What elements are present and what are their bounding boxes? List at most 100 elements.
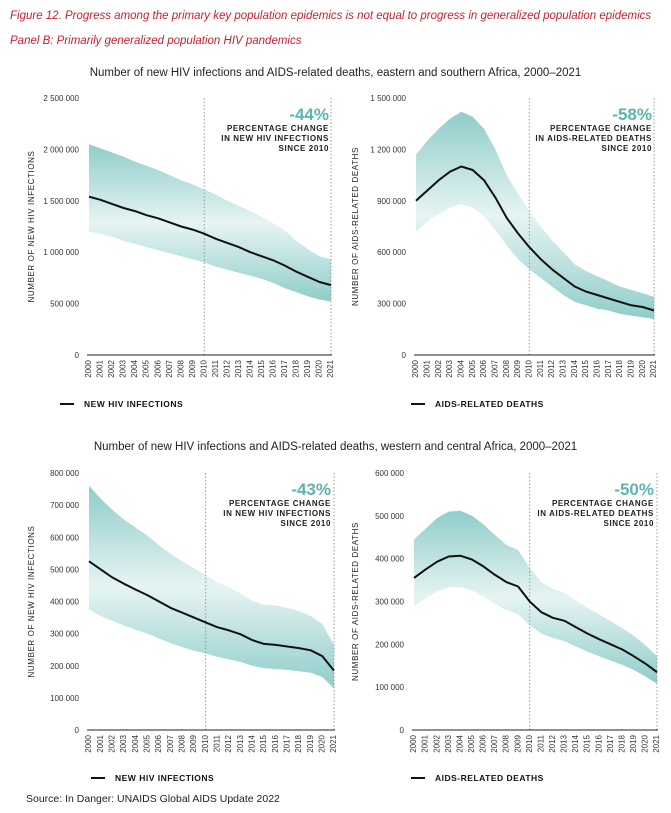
x-tick-label: 2008 <box>176 359 185 377</box>
x-tick-label: 2005 <box>468 359 477 377</box>
x-tick-label: 2021 <box>649 359 658 377</box>
series-line <box>88 560 335 672</box>
chart-wca-infections: 0 100 000 200 000 300 000 400 000 500 000 600 … <box>0 465 338 795</box>
x-tick-label: 2014 <box>571 734 580 752</box>
y-tick-label: 600 000 <box>377 248 406 257</box>
x-tick-label: 2017 <box>282 734 291 752</box>
x-tick-label: 2012 <box>222 359 231 377</box>
x-tick-label: 2021 <box>652 734 661 752</box>
y-tick-label: 1 200 000 <box>370 145 406 154</box>
x-tick-label: 2002 <box>107 734 116 752</box>
x-tick-label: 2009 <box>513 734 522 752</box>
y-tick-label: 300 000 <box>375 598 404 607</box>
annotation-text: SINCE 2010 <box>604 519 654 528</box>
x-tick-label: 2008 <box>502 734 511 752</box>
series-line <box>88 195 332 287</box>
x-tick-label: 2003 <box>445 359 454 377</box>
x-tick-label: 2013 <box>560 734 569 752</box>
x-tick-label: 2004 <box>130 359 139 377</box>
annotation-value: -43% <box>291 480 331 499</box>
y-tick-label: 500 000 <box>50 565 79 574</box>
legend-label: AIDS-RELATED DEATHS <box>435 399 544 409</box>
x-tick-label: 2003 <box>119 359 128 377</box>
x-tick-label: 2004 <box>455 734 464 752</box>
annotation-value: -50% <box>614 480 654 499</box>
chart-esa-infections: 0 500 000 1 000 000 1 500 000 2 000 000 2 500… <box>0 90 335 420</box>
annotation-text: IN NEW HIV INFECTIONS <box>221 134 329 143</box>
x-tick-label: 2012 <box>547 359 556 377</box>
annotation-value: -44% <box>289 105 329 124</box>
x-tick-label: 2000 <box>84 734 93 752</box>
x-tick-label: 2006 <box>479 734 488 752</box>
annotation-text: IN AIDS-RELATED DEATHS <box>537 509 654 518</box>
row-title-esa: Number of new HIV infections and AIDS-re… <box>89 67 582 79</box>
x-tick-label: 2010 <box>199 359 208 377</box>
y-tick-label: 900 000 <box>377 197 406 206</box>
x-tick-label: 2007 <box>166 734 175 752</box>
x-tick-label: 2011 <box>211 359 220 377</box>
legend-label: NEW HIV INFECTIONS <box>115 773 215 783</box>
x-tick-label: 2011 <box>536 734 545 752</box>
legend-esa-infections: NEW HIV INFECTIONS <box>60 399 183 409</box>
x-tick-label: 2021 <box>329 734 338 752</box>
annotation-value: -58% <box>612 105 652 124</box>
y-axis-title: NUMBER OF NEW HIV INFECTIONS <box>27 526 36 678</box>
x-tick-label: 2020 <box>315 359 324 377</box>
x-tick-label: 2000 <box>84 359 93 377</box>
x-tick-label: 2017 <box>604 359 613 377</box>
x-tick-label: 2015 <box>259 734 268 752</box>
x-tick-label: 2014 <box>245 359 254 377</box>
y-tick-label: 0 <box>75 351 80 360</box>
legend-wca-infections: NEW HIV INFECTIONS <box>91 773 214 783</box>
x-tick-label: 2017 <box>606 734 615 752</box>
x-tick-label: 2002 <box>432 734 441 752</box>
annotation-text: SINCE 2010 <box>602 144 652 153</box>
x-tick-label: 2014 <box>570 359 579 377</box>
y-tick-label: 100 000 <box>375 683 404 692</box>
x-tick-label: 2016 <box>271 734 280 752</box>
y-axis-title: NUMBER OF AIDS-RELATED DEATHS <box>351 147 360 306</box>
x-tick-label: 2012 <box>548 734 557 752</box>
y-axis-title: NUMBER OF NEW HIV INFECTIONS <box>27 151 36 303</box>
x-tick-label: 2003 <box>444 734 453 752</box>
x-tick-label: 2018 <box>615 359 624 377</box>
x-tick-label: 2000 <box>409 734 418 752</box>
x-tick-label: 2013 <box>558 359 567 377</box>
x-tick-label: 2014 <box>247 734 256 752</box>
legend-line-swatch <box>411 777 425 779</box>
y-axis-title: NUMBER OF AIDS-RELATED DEATHS <box>351 522 360 681</box>
x-tick-label: 2019 <box>303 359 312 377</box>
panel-subtitle: Panel B: Primarily generalized populatio… <box>10 35 302 47</box>
x-tick-label: 2019 <box>629 734 638 752</box>
legend-label: AIDS-RELATED DEATHS <box>435 773 544 783</box>
x-tick-label: 2000 <box>411 359 420 377</box>
uncertainty-band <box>416 111 654 319</box>
legend-wca-deaths: AIDS-RELATED DEATHS <box>411 773 544 783</box>
x-tick-label: 2018 <box>294 734 303 752</box>
y-tick-label: 1 000 000 <box>43 248 79 257</box>
x-tick-label: 2015 <box>581 359 590 377</box>
y-tick-label: 0 <box>400 726 405 735</box>
uncertainty-band <box>89 485 334 689</box>
x-tick-label: 2013 <box>236 734 245 752</box>
x-tick-label: 2018 <box>617 734 626 752</box>
y-tick-label: 200 000 <box>375 640 404 649</box>
annotation-text: SINCE 2010 <box>281 519 331 528</box>
x-tick-label: 2020 <box>317 734 326 752</box>
annotation-text: PERCENTAGE CHANGE <box>227 124 329 133</box>
x-tick-label: 2009 <box>189 734 198 752</box>
y-tick-label: 600 000 <box>375 469 404 478</box>
y-tick-label: 500 000 <box>375 512 404 521</box>
x-tick-label: 2008 <box>177 734 186 752</box>
x-tick-label: 2001 <box>96 359 105 377</box>
annotation-text: IN NEW HIV INFECTIONS <box>223 509 331 518</box>
x-tick-label: 2018 <box>292 359 301 377</box>
x-tick-label: 2007 <box>490 734 499 752</box>
annotation-text: IN AIDS-RELATED DEATHS <box>535 134 652 143</box>
legend-esa-deaths: AIDS-RELATED DEATHS <box>411 399 544 409</box>
legend-line-swatch <box>60 403 74 405</box>
x-tick-label: 2004 <box>131 734 140 752</box>
x-tick-label: 2012 <box>224 734 233 752</box>
annotation-text: PERCENTAGE CHANGE <box>229 499 331 508</box>
x-tick-label: 2021 <box>326 359 335 377</box>
